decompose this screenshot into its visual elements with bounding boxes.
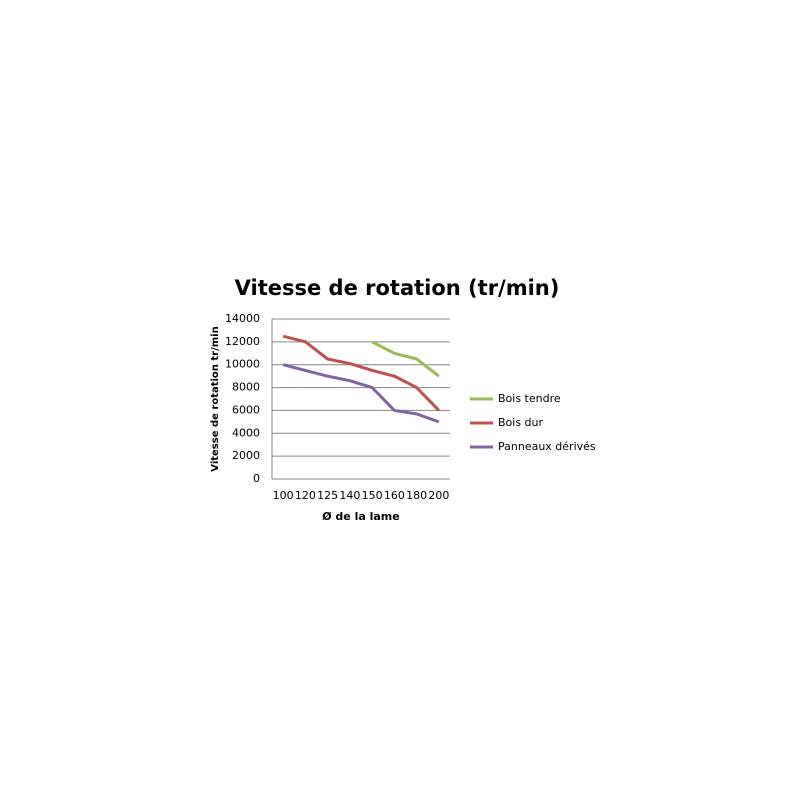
- x-tick-label: 180: [406, 489, 427, 502]
- x-tick-label: 150: [362, 489, 383, 502]
- x-tick-label: 125: [317, 489, 338, 502]
- x-tick-label: 120: [295, 489, 316, 502]
- y-tick-label: 2000: [232, 449, 260, 462]
- y-tick-label: 0: [253, 472, 260, 485]
- y-tick-label: 4000: [232, 426, 260, 439]
- x-tick-label: 100: [273, 489, 294, 502]
- y-tick-label: 6000: [232, 403, 260, 416]
- legend-label: Panneaux dérivés: [498, 440, 596, 453]
- series-line: [282, 334, 440, 412]
- y-axis-label: Vitesse de rotation tr/min: [210, 326, 221, 471]
- y-tick-label: 12000: [225, 335, 260, 348]
- x-tick-label: 140: [339, 489, 360, 502]
- y-tick-label: 10000: [225, 358, 260, 371]
- y-tick-label: 14000: [225, 312, 260, 325]
- legend-label: Bois tendre: [498, 392, 561, 405]
- x-axis-label: Ø de la lame: [322, 510, 399, 523]
- chart-title: Vitesse de rotation (tr/min): [235, 276, 560, 300]
- x-tick-label: 200: [428, 489, 449, 502]
- x-tick-label: 160: [384, 489, 405, 502]
- legend-label: Bois dur: [498, 416, 544, 429]
- y-tick-label: 8000: [232, 381, 260, 394]
- series-line: [282, 363, 440, 424]
- series-line: [371, 340, 440, 378]
